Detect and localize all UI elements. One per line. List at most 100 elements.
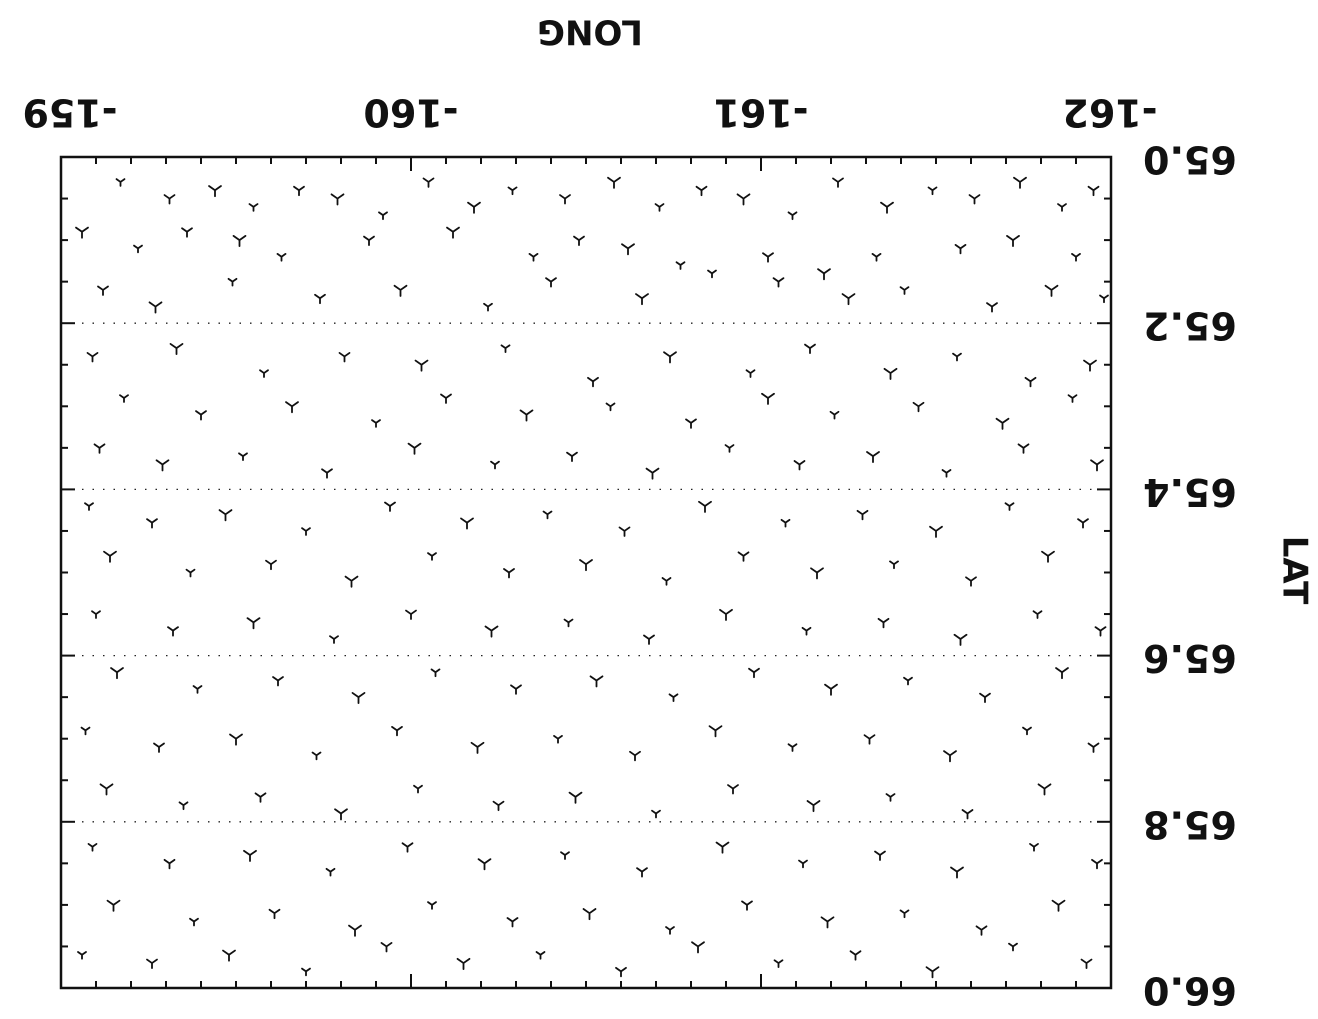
data-point [301,967,311,977]
data-point [344,575,359,588]
data-point [155,459,170,472]
data-point [167,626,179,637]
data-point [311,751,322,761]
data-point [119,394,129,403]
data-point [163,858,176,870]
data-point [965,576,977,587]
data-point [1099,294,1109,304]
data-point [952,352,962,362]
data-point [227,277,238,287]
data-point [636,867,648,878]
data-point [582,908,597,921]
data-point [146,518,158,529]
data-point [222,949,236,962]
data-point [618,526,631,537]
data-point [87,843,98,852]
data-point [708,725,723,738]
data-point [866,451,880,464]
data-point [780,518,791,528]
data-point [621,243,635,256]
data-point [427,901,437,910]
data-point [1077,518,1089,529]
data-point [405,609,417,620]
data-point [651,809,661,819]
data-point [272,676,284,687]
data-point [1090,459,1104,472]
data-point [654,203,665,212]
grid-lines [61,322,1111,823]
data-point [1091,858,1103,870]
data-point [503,568,515,579]
data-point [1094,626,1107,637]
data-point [719,608,733,621]
data-point [492,800,505,812]
data-point [348,924,362,937]
data-point [519,409,534,422]
data-point [724,444,735,453]
data-point [338,352,351,363]
data-point [254,792,267,803]
data-point [661,577,672,586]
y-tick-label: 65.6 [1143,636,1237,680]
data-point [1032,610,1043,619]
data-point [899,909,910,919]
data-point [761,392,775,405]
data-point [189,917,199,927]
data-point [393,284,408,297]
data-point [927,186,938,196]
data-point [248,203,259,212]
data-point [817,268,831,281]
data-point [695,185,708,197]
data-point [912,401,925,413]
data-point [579,559,593,572]
data-point [334,808,348,821]
data-point [106,899,121,912]
data-point [208,185,222,198]
data-point [975,925,988,936]
data-point [460,517,474,530]
data-point [943,750,957,763]
data-point [351,692,366,705]
data-point [229,733,243,746]
data-point [643,634,655,645]
data-point [863,734,876,745]
data-point [500,344,511,354]
data-point [1029,843,1039,852]
data-point [925,966,940,979]
data-point [883,367,898,380]
data-point [559,194,571,205]
data-point [115,178,126,187]
data-point [979,692,991,704]
y-tick-label: 65.0 [1143,138,1237,182]
data-point [178,801,189,811]
data-point [824,683,838,696]
data-point [605,402,616,412]
data-point [232,235,247,247]
data-point [325,867,336,877]
data-point [880,201,894,214]
data-point [301,527,311,536]
data-point [698,500,712,513]
data-point [748,667,760,679]
data-point [553,735,563,744]
data-point [314,293,326,305]
data-point [1024,376,1037,388]
data-point [545,277,557,288]
data-point [841,293,856,306]
data-point [192,685,203,694]
data-point [238,452,248,462]
data-point [110,667,124,680]
data-point [741,900,753,911]
data-point [401,842,414,853]
x-tick-label: -159 [22,91,117,135]
data-point [1087,742,1100,753]
data-point [849,950,862,961]
data-point [470,741,485,754]
data-point [685,418,697,429]
data-point [801,626,812,636]
data-point [103,550,117,563]
data-point [75,226,89,239]
data-point [1055,667,1069,680]
data-point [86,352,99,363]
data-point [477,858,492,871]
